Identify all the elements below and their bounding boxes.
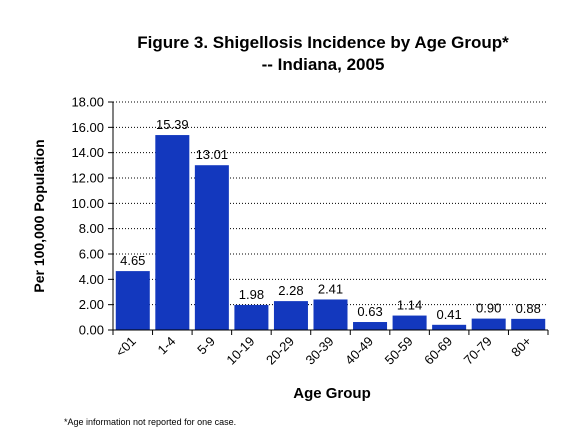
x-tick-label: 70-79	[461, 334, 495, 368]
bar	[155, 135, 190, 330]
data-label: 0.88	[516, 301, 541, 316]
x-tick-label: <01	[113, 334, 139, 360]
y-tick-label: 12.00	[71, 171, 104, 186]
y-axis-label: Per 100,000 Population	[31, 139, 47, 292]
bar	[115, 271, 150, 330]
data-labels: 4.65 15.39 13.01 1.98 2.28 2.41 0.63 1.14 0.41 0.…	[120, 117, 541, 322]
y-tick-label: 0.00	[79, 323, 104, 338]
bar	[511, 318, 546, 330]
bar	[392, 315, 427, 330]
x-tick-labels: <01 1-4 5-9 10-19 20-29 30-39 40-49 50-59 60-69 7…	[113, 334, 535, 368]
bar	[234, 304, 269, 330]
data-label: 2.28	[278, 283, 303, 298]
chart-title-line1: Figure 3. Shigellosis Incidence by Age G…	[137, 33, 509, 52]
data-label: 0.90	[476, 301, 501, 316]
bar	[353, 322, 388, 330]
data-label: 13.01	[196, 147, 229, 162]
y-tick-label: 4.00	[79, 272, 104, 287]
data-label: 15.39	[156, 117, 189, 132]
x-tick-label: 10-19	[223, 334, 257, 368]
y-tick-label: 16.00	[71, 120, 104, 135]
y-tick-label: 18.00	[71, 95, 104, 110]
data-label: 1.14	[397, 298, 422, 313]
x-tick-label: 40-49	[342, 334, 376, 368]
y-tick-label: 6.00	[79, 247, 104, 262]
bar	[432, 324, 467, 330]
footnote: *Age information not reported for one ca…	[64, 417, 236, 427]
data-label: 0.41	[436, 307, 461, 322]
bar	[194, 165, 229, 330]
y-tick-labels: 0.00 2.00 4.00 6.00 8.00 10.00 12.00 14.00 16.00…	[71, 95, 104, 338]
x-tick-label: 60-69	[421, 334, 455, 368]
x-tick-label: 80+	[508, 334, 534, 360]
data-label: 4.65	[120, 253, 145, 268]
axes	[108, 101, 549, 335]
x-axis-label: Age Group	[293, 385, 371, 402]
bar	[273, 301, 308, 330]
chart-title-line2: -- Indiana, 2005	[262, 55, 385, 74]
x-tick-label: 30-39	[303, 334, 337, 368]
x-tick-label: 20-29	[263, 334, 297, 368]
x-tick-label: 1-4	[155, 334, 179, 358]
data-label: 0.63	[357, 304, 382, 319]
x-tick-label: 50-59	[382, 334, 416, 368]
data-label: 1.98	[239, 287, 264, 302]
bar	[313, 299, 348, 330]
y-tick-label: 10.00	[71, 196, 104, 211]
y-tick-label: 14.00	[71, 145, 104, 160]
bar	[471, 318, 506, 330]
y-tick-label: 8.00	[79, 221, 104, 236]
y-tick-label: 2.00	[79, 297, 104, 312]
x-tick-label: 5-9	[194, 334, 218, 358]
data-label: 2.41	[318, 281, 343, 296]
bars	[115, 135, 546, 330]
